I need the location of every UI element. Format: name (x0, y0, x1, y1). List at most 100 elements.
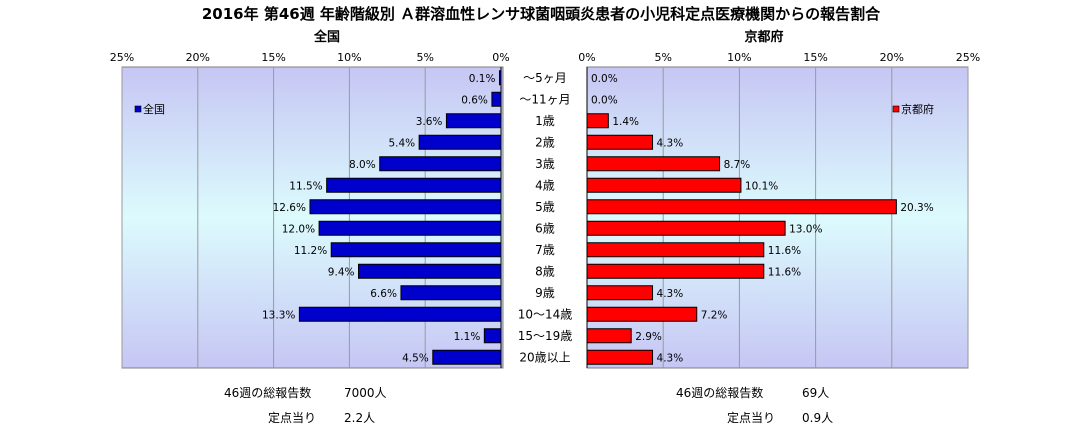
kyoto-total-value: 69人 (802, 386, 830, 400)
data-label: 6.6% (370, 288, 397, 300)
data-label: 0.1% (469, 73, 496, 85)
data-label: 5.4% (388, 137, 415, 149)
bar (379, 156, 502, 172)
data-label: 0.0% (591, 94, 618, 106)
tick-label: 0% (492, 51, 509, 64)
data-label: 11.6% (768, 266, 801, 278)
national-total-value: 7000人 (344, 386, 387, 400)
plot-area-national (121, 66, 504, 369)
category-label: 9歳 (535, 286, 555, 300)
national-per-value: 2.2人 (344, 411, 376, 425)
bar (586, 177, 742, 193)
bar (586, 242, 765, 258)
data-label: 13.0% (789, 223, 822, 235)
bar (445, 113, 502, 129)
tick-label: 25% (956, 51, 980, 64)
data-label: 4.5% (402, 352, 429, 364)
bar (586, 156, 721, 172)
bar (309, 199, 502, 215)
category-label: 10～14歳 (518, 307, 573, 321)
bar (298, 306, 502, 322)
category-label: 20歳以上 (519, 350, 570, 364)
data-label: 0.0% (591, 73, 618, 85)
national-per-row: 定点当り 2.2人 (268, 409, 375, 426)
bar (498, 70, 502, 86)
bar (400, 285, 502, 301)
chart-title: 2016年 第46週 年齢階級別 Ａ群溶血性レンサ球菌咽頭炎患者の小児科定点医療… (202, 5, 881, 23)
bar (418, 134, 502, 150)
kyoto-per-value: 0.9人 (802, 411, 834, 425)
legend-swatch (134, 105, 142, 113)
bar (586, 263, 765, 279)
legend-label: 京都府 (901, 102, 934, 116)
data-label: 20.3% (900, 202, 933, 214)
data-label: 1.1% (454, 331, 481, 343)
bar (326, 177, 502, 193)
data-label: 12.6% (273, 202, 306, 214)
category-label: 4歳 (535, 178, 555, 192)
category-label: 15～19歳 (518, 329, 573, 343)
bar (491, 91, 502, 107)
category-label: 5歳 (535, 200, 555, 214)
data-label: 9.4% (328, 266, 355, 278)
data-label: 13.3% (262, 309, 295, 321)
bar (318, 220, 502, 236)
panel-title-kyoto: 京都府 (744, 29, 783, 45)
kyoto-per-row: 定点当り 0.9人 (727, 409, 833, 426)
kyoto-total-label: 46週の総報告数 (676, 386, 764, 400)
bar (357, 263, 502, 279)
bar (586, 134, 654, 150)
panel-title-national: 全国 (313, 29, 340, 45)
category-label: 2歳 (535, 135, 555, 149)
tick-label: 25% (110, 51, 134, 64)
bar (586, 113, 609, 129)
bar (432, 349, 502, 365)
data-label: 10.1% (745, 180, 778, 192)
national-per-label: 定点当り (268, 411, 317, 425)
data-label: 8.7% (724, 159, 751, 171)
category-label: 8歳 (535, 264, 555, 278)
bar (586, 199, 897, 215)
bar (586, 349, 654, 365)
legend-label: 全国 (143, 102, 165, 116)
data-label: 4.3% (657, 137, 684, 149)
tick-label: 0% (578, 51, 595, 64)
tick-label: 10% (337, 51, 361, 64)
national-total-label: 46週の総報告数 (224, 386, 312, 400)
data-label: 3.6% (416, 116, 443, 128)
data-label: 0.6% (461, 94, 488, 106)
bar (586, 220, 786, 236)
national-total-row: 46週の総報告数 7000人 (224, 384, 387, 401)
bar (586, 328, 632, 344)
tick-label: 15% (261, 51, 285, 64)
category-label: 7歳 (535, 243, 555, 257)
data-label: 12.0% (282, 223, 315, 235)
tick-label: 5% (654, 51, 671, 64)
bar (586, 285, 654, 301)
data-label: 11.5% (289, 180, 322, 192)
tick-label: 10% (727, 51, 751, 64)
data-label: 8.0% (349, 159, 376, 171)
tick-label: 20% (186, 51, 210, 64)
category-label: 6歳 (535, 221, 555, 235)
data-label: 4.3% (657, 288, 684, 300)
data-label: 11.6% (768, 245, 801, 257)
legend-swatch (892, 105, 900, 113)
tick-label: 15% (803, 51, 827, 64)
category-label: 1歳 (535, 114, 555, 128)
category-label: 3歳 (535, 157, 555, 171)
data-label: 4.3% (657, 352, 684, 364)
bar (483, 328, 502, 344)
kyoto-total-row: 46週の総報告数 69人 (676, 384, 829, 401)
category-label: ～11ヶ月 (519, 92, 570, 106)
data-label: 1.4% (612, 116, 639, 128)
bar (586, 306, 698, 322)
data-label: 11.2% (294, 245, 327, 257)
tick-label: 20% (880, 51, 904, 64)
bar (330, 242, 502, 258)
category-label: ～5ヶ月 (523, 71, 567, 85)
kyoto-per-label: 定点当り (727, 411, 776, 425)
tick-label: 5% (416, 51, 433, 64)
data-label: 2.9% (635, 331, 662, 343)
